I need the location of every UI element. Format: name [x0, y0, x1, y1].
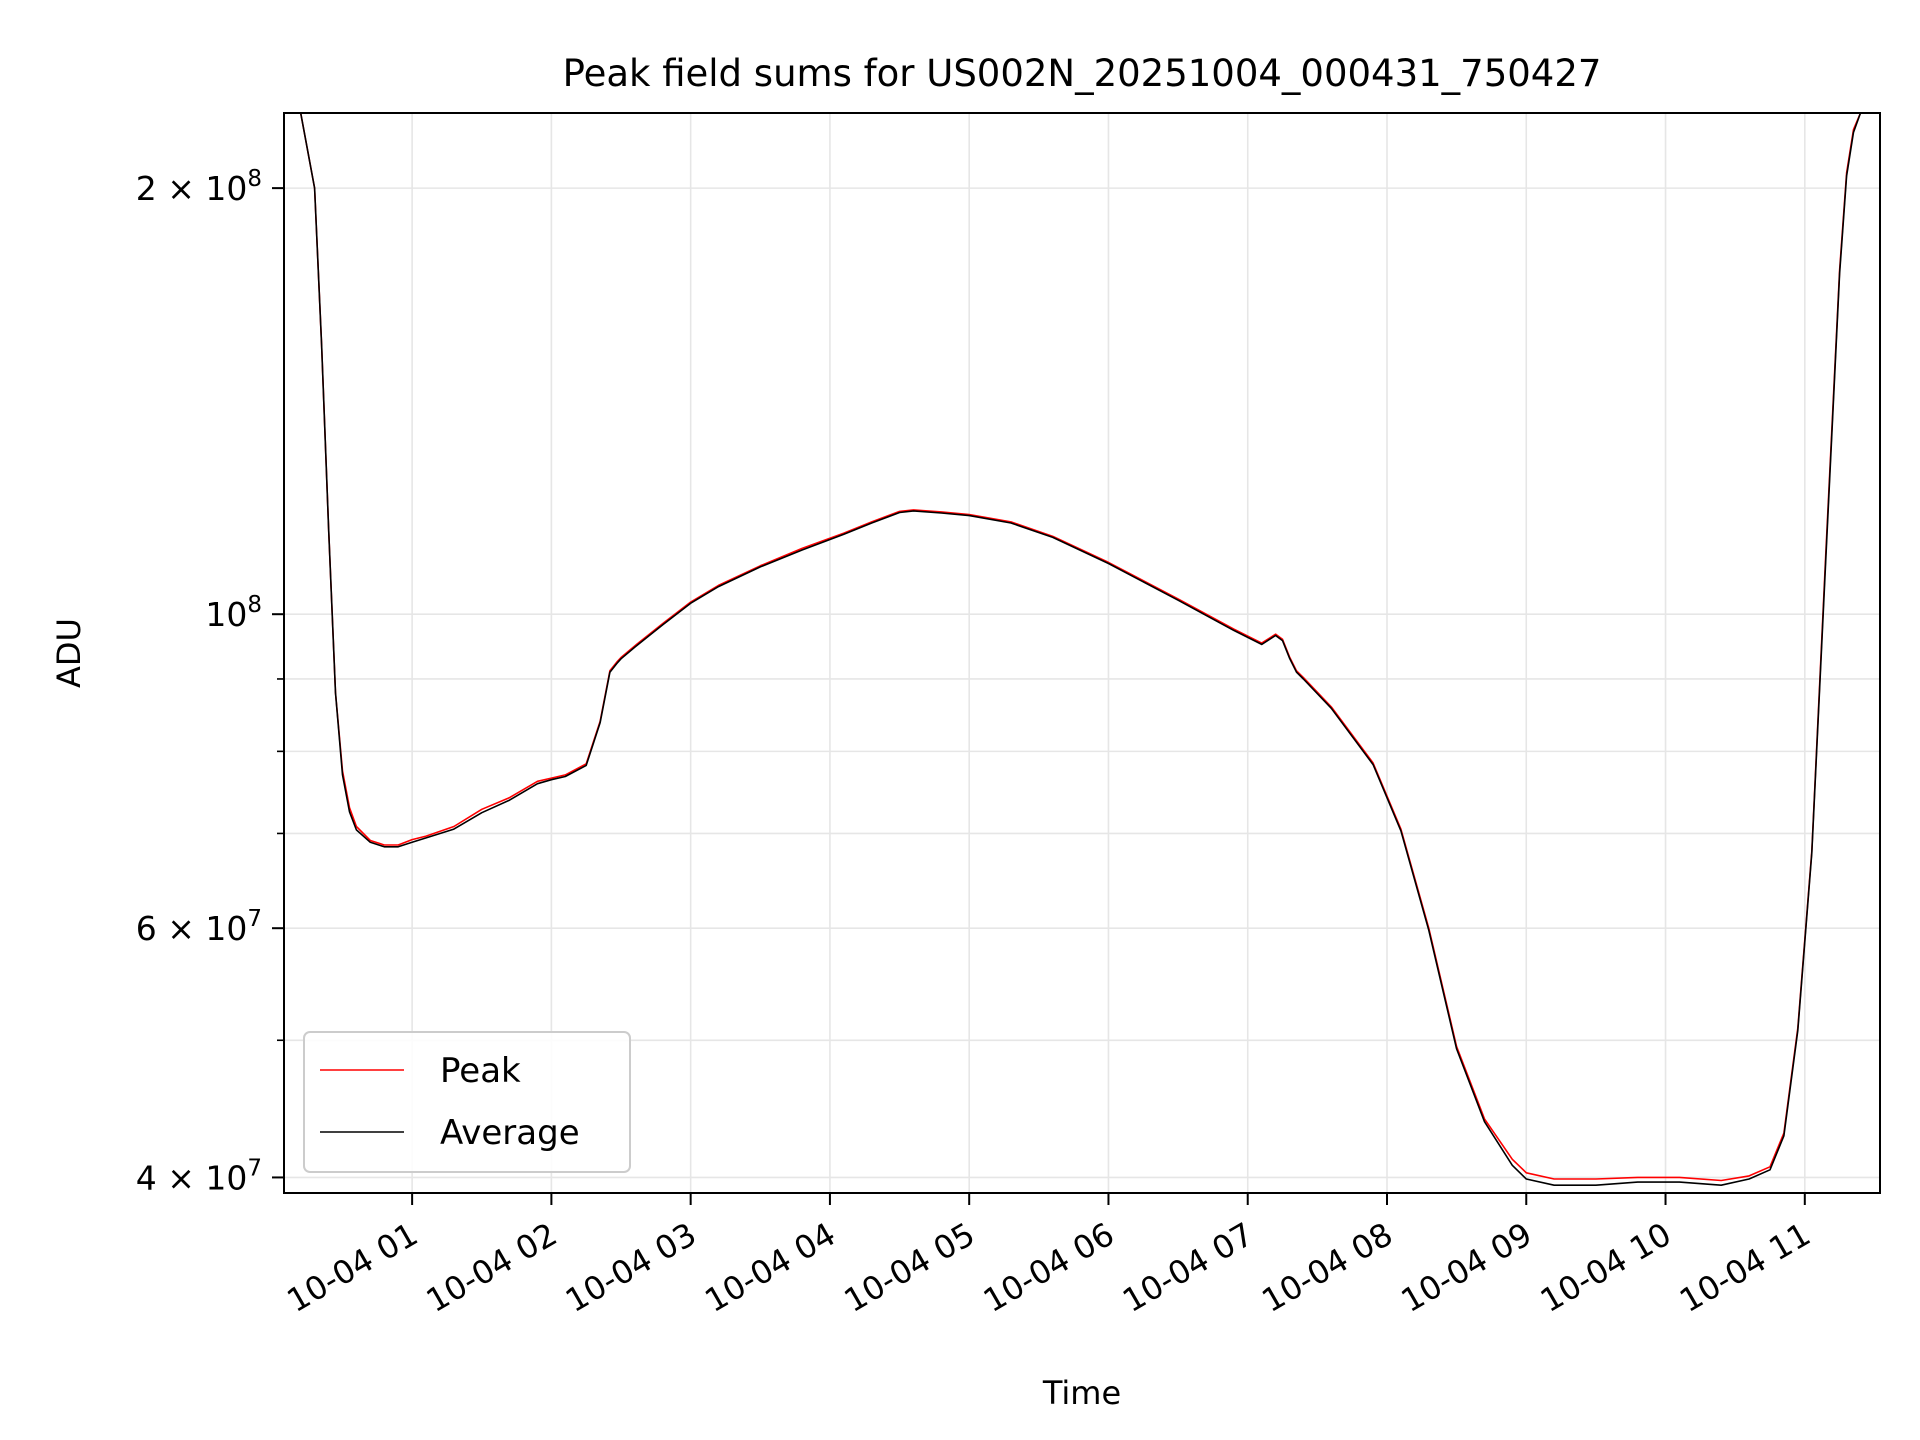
legend-label-peak: Peak — [440, 1051, 521, 1091]
chart-title: Peak field sums for US002N_20251004_0004… — [563, 52, 1602, 95]
y-tick-label: 108 — [205, 592, 262, 634]
legend-label-average: Average — [440, 1113, 580, 1153]
series-line-average — [284, 113, 1880, 1186]
y-tick-label-base: 4 × 10 — [136, 1158, 248, 1197]
y-tick-label-exponent: 8 — [247, 166, 262, 192]
y-tick-label-exponent: 7 — [247, 1155, 262, 1181]
plot-area — [284, 113, 1880, 1186]
y-tick-label: 2 × 108 — [136, 166, 262, 208]
legend: Peak Average — [303, 1031, 631, 1173]
y-tick-label-exponent: 7 — [247, 906, 262, 932]
grid — [284, 113, 1880, 1193]
y-axis-label: ADU — [50, 618, 88, 688]
y-tick-label-base: 2 × 10 — [136, 169, 248, 208]
x-axis-label: Time — [1042, 1374, 1121, 1412]
y-tick-label-base: 6 × 10 — [136, 909, 248, 948]
legend-box — [303, 1031, 631, 1173]
y-tick-label-base: 10 — [205, 595, 247, 634]
axes-frame — [283, 112, 1881, 1194]
y-tick-label-exponent: 8 — [247, 592, 262, 618]
y-tick-label: 6 × 107 — [136, 906, 262, 948]
series-line-peak — [284, 113, 1880, 1182]
y-tick-label: 4 × 107 — [136, 1155, 262, 1197]
